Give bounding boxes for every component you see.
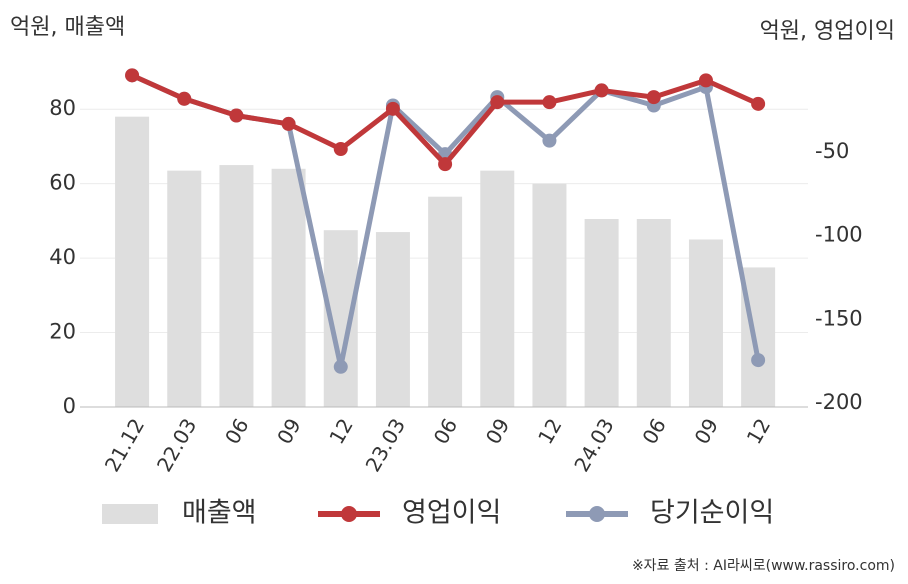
y-axis-title: 억원, 매출액: [10, 15, 125, 40]
x-tick-label: 06: [220, 414, 254, 448]
point: [333, 359, 348, 374]
legend-swatch: [341, 506, 357, 522]
bar: [375, 232, 410, 407]
source: ※자료 출처 : AI라씨로(www.rassiro.com): [632, 558, 895, 574]
x-tick-label: 21.12: [100, 414, 149, 476]
legend-swatch: [589, 506, 605, 522]
point: [646, 90, 661, 105]
bar: [688, 239, 723, 407]
x-tick-label: 09: [272, 414, 306, 448]
point: [229, 108, 244, 123]
x-tick-label: 12: [742, 414, 776, 448]
x-tick-label: 06: [637, 414, 671, 448]
legend-label: 매출액: [182, 498, 257, 529]
y-tick-label: 60: [49, 171, 76, 195]
y2-tick-label: -150: [815, 306, 863, 330]
x-tick-label: 06: [429, 414, 463, 448]
point: [698, 73, 713, 88]
point: [333, 142, 348, 157]
point: [751, 353, 766, 368]
point: [438, 157, 453, 172]
bar: [271, 168, 306, 407]
bar: [428, 196, 463, 407]
y2-tick-label: -50: [815, 139, 849, 163]
y-tick-label: 20: [49, 320, 76, 344]
point: [490, 95, 505, 110]
point: [177, 91, 192, 106]
bar: [584, 219, 619, 407]
x-tick-label: 12: [533, 414, 567, 448]
y-tick-label: 0: [63, 394, 76, 418]
y2-tick-label: -100: [815, 223, 863, 247]
bar: [115, 116, 150, 408]
point: [542, 95, 557, 110]
point: [385, 101, 400, 116]
bar: [636, 219, 671, 407]
bar: [219, 165, 254, 407]
bar: [532, 183, 567, 407]
bar: [167, 170, 202, 407]
x-tick-label: 23.03: [361, 414, 410, 476]
y-tick-label: 80: [49, 96, 76, 120]
point: [281, 116, 296, 131]
x-tick-label: 09: [690, 414, 724, 448]
bar: [480, 170, 515, 407]
point: [594, 83, 609, 98]
point: [542, 133, 557, 148]
point: [751, 96, 766, 111]
x-tick-label: 09: [481, 414, 515, 448]
x-tick-label: 22.03: [152, 414, 201, 476]
x-tick-label: 12: [324, 414, 358, 448]
y2-tick-label: -200: [815, 390, 863, 414]
point: [125, 68, 140, 83]
legend-swatch: [102, 504, 158, 524]
y-tick-label: 40: [49, 245, 76, 269]
y2-axis-title: 억원, 영업이익: [760, 19, 895, 44]
legend-label: 영업이익: [402, 498, 501, 529]
x-tick-label: 24.03: [569, 414, 618, 476]
legend-label: 당기순이익: [650, 498, 774, 529]
